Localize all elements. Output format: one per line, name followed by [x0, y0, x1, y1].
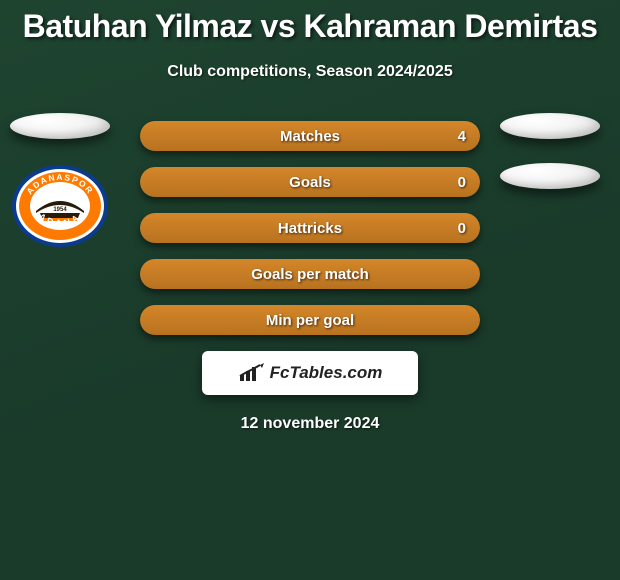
- player-right-placeholder-2: [500, 163, 600, 189]
- stat-value: 0: [458, 174, 466, 191]
- chart-icon: [238, 363, 266, 383]
- player-right-placeholder-1: [500, 113, 600, 139]
- stat-label: Matches: [140, 128, 480, 145]
- stat-row-hattricks: Hattricks 0: [140, 213, 480, 243]
- left-column: ADANASPOR ADANA 1954: [10, 113, 110, 249]
- stat-bars: Matches 4 Goals 0 Hattricks 0 Goals per …: [140, 121, 480, 335]
- stat-value: 4: [458, 128, 466, 145]
- stat-label: Hattricks: [140, 220, 480, 237]
- stat-value: 0: [458, 220, 466, 237]
- adanaspor-badge-icon: ADANASPOR ADANA 1954: [10, 163, 110, 249]
- subtitle: Club competitions, Season 2024/2025: [0, 63, 620, 81]
- stat-row-matches: Matches 4: [140, 121, 480, 151]
- stat-label: Min per goal: [140, 312, 480, 329]
- date-text: 12 november 2024: [0, 415, 620, 433]
- stat-row-min-per-goal: Min per goal: [140, 305, 480, 335]
- footer-brand-text: FcTables.com: [270, 363, 383, 383]
- right-column: [500, 113, 600, 213]
- stat-label: Goals per match: [140, 266, 480, 283]
- page-title: Batuhan Yilmaz vs Kahraman Demirtas: [0, 0, 620, 45]
- club-badge-left: ADANASPOR ADANA 1954: [10, 163, 110, 249]
- footer-brand-badge: FcTables.com: [202, 351, 418, 395]
- stat-row-goals-per-match: Goals per match: [140, 259, 480, 289]
- comparison-content: ADANASPOR ADANA 1954 Matches 4 Goals 0: [0, 121, 620, 433]
- stat-label: Goals: [140, 174, 480, 191]
- player-left-placeholder: [10, 113, 110, 139]
- stat-row-goals: Goals 0: [140, 167, 480, 197]
- svg-text:1954: 1954: [53, 207, 67, 213]
